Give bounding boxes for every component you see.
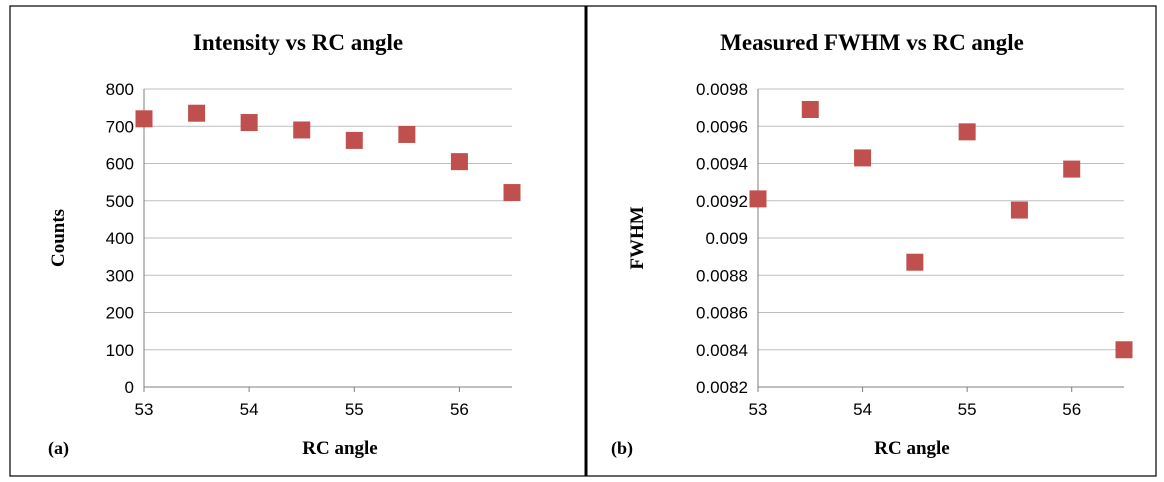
data-point [503,184,521,202]
y-tick-label: 0.0086 [696,304,748,323]
data-point [188,104,206,122]
y-tick-label: 700 [106,117,134,136]
data-markers [135,104,521,202]
y-axis-label: Counts [48,209,69,267]
x-tick-label: 56 [1062,400,1081,419]
y-tick-label: 400 [106,229,134,248]
data-point [240,114,258,132]
x-tick-label: 56 [450,400,469,419]
x-tick-labels: 53 54 55 56 [135,387,469,419]
data-point [749,190,767,208]
data-point [293,121,311,139]
data-point [1063,160,1081,178]
y-tick-label: 100 [106,341,134,360]
x-tick-label: 54 [853,400,872,419]
y-tick-label: 0.0098 [696,80,748,99]
x-tick-label: 55 [345,400,364,419]
y-tick-label: 0.009 [705,229,748,248]
chart-intensity: Intensity vs RC angle 0 100 200 300 400 500 60… [48,30,521,459]
x-tick-label: 53 [135,400,154,419]
data-markers [749,100,1133,359]
y-tick-label: 500 [106,192,134,211]
y-tick-label: 600 [106,155,134,174]
y-tick-label: 0 [125,378,134,397]
y-tick-label: 0.0088 [696,266,748,285]
data-point [1010,201,1028,219]
chart-fwhm: Measured FWHM vs RC angle 0.00820.00840.… [611,30,1133,459]
y-tick-labels: 0 100 200 300 400 500 600 700 800 [106,80,134,397]
panel-label: (a) [48,438,69,459]
y-tick-labels: 0.0082 0.0084 0.0086 0.0088 0.009 0.0092 0.009… [696,80,748,397]
gridlines [144,88,512,351]
data-point [450,153,468,171]
y-tick-label: 800 [106,80,134,99]
y-tick-label: 0.0084 [696,341,748,360]
y-tick-label: 300 [106,266,134,285]
panel-label: (b) [611,438,633,459]
y-tick-label: 0.0092 [696,192,748,211]
data-point [958,123,976,141]
figure-frame [9,5,1157,477]
x-axis-label: RC angle [302,438,377,459]
x-tick-label: 55 [958,400,977,419]
data-point [135,110,153,128]
y-tick-label: 0.0094 [696,155,748,174]
chart-title: Measured FWHM vs RC angle [720,30,1024,55]
y-axis-label: FWHM [627,206,648,269]
y-tick-label: 0.0096 [696,117,748,136]
x-axis-label: RC angle [874,438,949,459]
data-point [345,131,363,149]
data-point [906,253,924,271]
y-tick-label: 0.0082 [696,378,748,397]
data-point [398,125,416,143]
chart-title: Intensity vs RC angle [193,30,403,55]
x-tick-label: 53 [749,400,768,419]
data-point [801,100,819,118]
data-point [854,149,872,167]
data-point [1115,341,1133,359]
gridlines [758,88,1124,351]
x-tick-label: 54 [240,400,259,419]
y-tick-label: 200 [106,304,134,323]
x-tick-labels: 53 54 55 56 [749,387,1081,419]
